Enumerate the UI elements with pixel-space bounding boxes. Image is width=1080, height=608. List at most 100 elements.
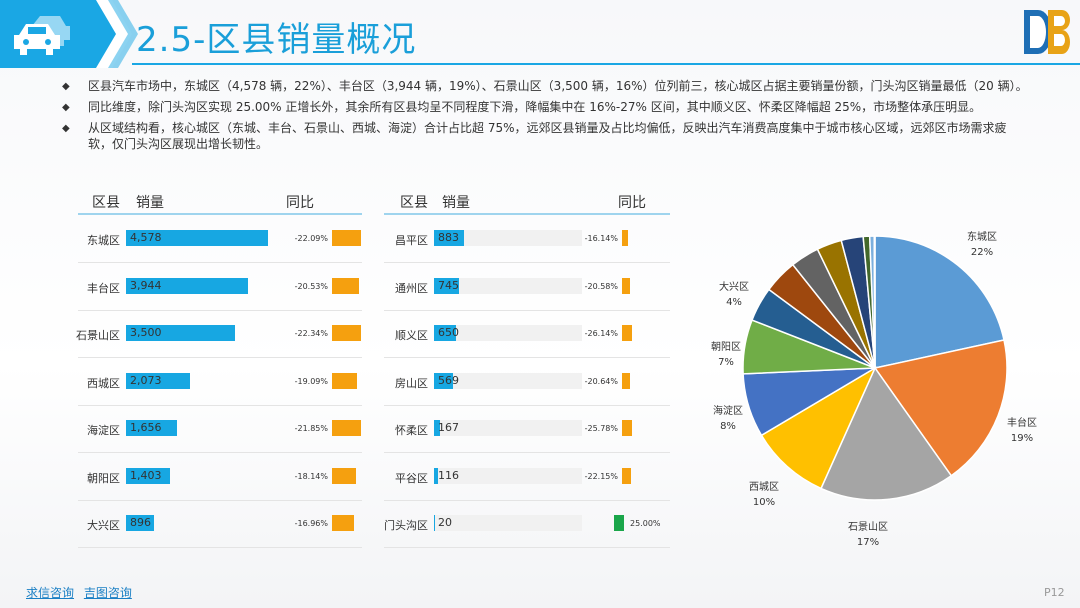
yoy-value: -19.09%	[294, 376, 328, 386]
district-name: 海淀区	[87, 424, 120, 437]
sales-value: 745	[438, 278, 459, 292]
table-row: 顺义区 650 -26.14%	[384, 311, 670, 358]
sales-bar	[434, 515, 435, 531]
pie-label: 丰台区	[1007, 416, 1037, 429]
sales-bar	[126, 420, 178, 436]
sales-value: 3,944	[130, 278, 162, 292]
footer-link-qiuxin[interactable]: 求信咨询	[26, 586, 75, 600]
table-row: 房山区 569 -20.64%	[384, 359, 670, 406]
table-row: 丰台区 3,944 -20.53%	[78, 264, 362, 311]
yoy-value: -18.14%	[294, 471, 328, 481]
footer-link-jitu[interactable]: 吉图咨询	[83, 586, 132, 600]
pie-label: 西城区	[749, 481, 779, 493]
sales-bar-track	[434, 467, 582, 484]
sales-value: 116	[438, 468, 459, 482]
district-name: 昌平区	[395, 234, 428, 247]
header-yoy: 同比	[618, 195, 646, 211]
table-row: 通州区 745 -20.58%	[384, 264, 670, 311]
yoy-bar	[332, 420, 361, 436]
row-divider	[78, 452, 362, 453]
table-row: 昌平区 883 -16.14%	[384, 216, 670, 263]
sales-bar	[434, 277, 460, 294]
pie-slice	[820, 366, 953, 501]
sales-bar	[126, 515, 154, 531]
pie-label: 东城区	[967, 230, 997, 243]
sales-value: 1,656	[130, 421, 162, 434]
district-name: 大兴区	[87, 519, 120, 532]
pie-slice	[873, 235, 876, 369]
pie-label: 朝阳区	[711, 341, 741, 353]
yoy-bar	[622, 277, 630, 294]
yoy-bar	[622, 467, 631, 484]
sales-bar	[434, 467, 438, 484]
yoy-value: -22.15%	[584, 471, 618, 481]
row-divider	[78, 547, 362, 548]
sales-value: 3,500	[130, 326, 162, 339]
row-divider	[384, 309, 670, 311]
sales-bar	[434, 325, 457, 341]
district-name: 西城区	[87, 376, 120, 390]
sales-bar	[126, 277, 249, 294]
table-row: 大兴区 896 -16.96%	[78, 501, 362, 548]
yoy-bar	[614, 515, 624, 531]
yoy-value: -26.14%	[584, 329, 618, 338]
yoy-value: -16.14%	[584, 234, 618, 243]
yoy-bar	[332, 277, 359, 294]
yoy-value: -20.53%	[294, 281, 328, 291]
bullet-text: 区县汽车市场中，东城区（4,578 辆，22%）、丰台区（3,944 辆，19%…	[88, 79, 1028, 93]
pie-percent-label: 7%	[718, 357, 734, 368]
header-sales: 销量	[442, 195, 470, 211]
page-title: 2.5-区县销量概况	[136, 20, 417, 60]
yoy-bar	[622, 420, 632, 436]
pie-label: 海淀区	[713, 404, 743, 417]
sales-value: 569	[438, 373, 459, 387]
sales-value: 20	[438, 516, 452, 529]
sales-value: 650	[438, 326, 459, 339]
pie-percent-label: 8%	[720, 421, 736, 432]
row-divider	[384, 262, 670, 263]
yoy-bar	[332, 515, 355, 531]
yoy-bar	[622, 325, 633, 341]
sales-bar	[126, 372, 191, 389]
pie-percent-label: 10%	[753, 497, 775, 508]
yoy-value: -22.34%	[294, 329, 328, 338]
row-divider	[384, 547, 670, 548]
row-divider	[78, 309, 362, 311]
yoy-value: 25.00%	[630, 519, 661, 528]
row-divider	[384, 499, 670, 501]
header: 2.5-区县销量概况	[0, 0, 1080, 72]
table-row: 东城区 4,578 -22.09%	[78, 216, 362, 263]
pie-label: 石景山区	[848, 521, 888, 533]
yoy-bar	[622, 230, 629, 246]
yoy-value: -20.58%	[584, 281, 618, 291]
car-icon	[14, 16, 70, 55]
sales-bar-track	[434, 230, 582, 246]
sales-value: 167	[438, 421, 459, 434]
pie-percent-label: 19%	[1011, 433, 1033, 444]
district-name: 顺义区	[395, 329, 428, 342]
sales-bar	[434, 420, 440, 436]
row-divider	[384, 357, 670, 358]
bullet-item: ◆ 从区域结构看，核心城区（东城、丰台、石景山、西城、海淀）合计占比超 75%，远…	[62, 121, 1007, 151]
header-underline	[78, 213, 362, 215]
sales-bar-track	[434, 515, 582, 531]
page-number: P12	[1044, 586, 1065, 599]
row-divider	[78, 262, 362, 263]
sales-value: 1,403	[130, 468, 162, 482]
yoy-bar	[332, 467, 356, 484]
sales-bar	[126, 325, 235, 341]
yoy-value: -22.09%	[294, 234, 328, 243]
footer-links: 求信咨询 吉图咨询	[26, 584, 138, 601]
yoy-bar	[332, 230, 361, 246]
sales-value: 883	[438, 231, 459, 244]
table-row: 怀柔区 167 -25.78%	[384, 406, 670, 453]
row-divider	[384, 404, 670, 406]
yoy-bar	[622, 372, 630, 389]
pie-label: 大兴区	[719, 280, 749, 293]
pie-slice	[760, 366, 877, 490]
district-table-left: 区县 销量 同比 东城区 4,578 -22.09% 丰台区 3,944 -20.53% 石…	[76, 192, 368, 562]
sales-bar	[126, 230, 268, 246]
row-divider	[384, 452, 670, 453]
share-pie-chart: 东城区 22% 丰台区 19% 石景山区 17% 西城区 10% 海淀区 8% 朝阳区 7% 大兴区 4%	[711, 230, 1037, 548]
yoy-bar	[332, 372, 357, 389]
